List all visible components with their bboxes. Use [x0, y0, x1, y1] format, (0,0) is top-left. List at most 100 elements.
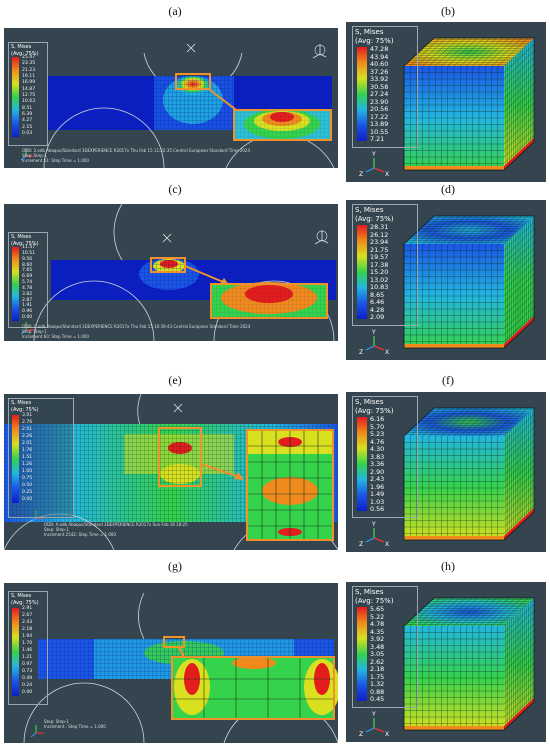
legend-b-subtitle: (Avg: 75%) — [355, 37, 394, 45]
legend-c: S, Mises (Avg: 75%) 11.47 10.51 9.56 8.60 7.… — [8, 232, 48, 328]
footer-line: Step: Step-1 — [22, 329, 47, 334]
legend-value: 0.25 — [22, 490, 33, 495]
legend-value: 6.39 — [22, 112, 33, 117]
legend-value: 3.48 — [370, 642, 385, 651]
legend-value: 4.76 — [370, 437, 385, 446]
legend-value: 2.76 — [22, 420, 33, 425]
legend-value: 0.03 — [22, 131, 33, 136]
legend-value: 0.97 — [22, 662, 33, 667]
legend-value: 2.09 — [370, 313, 385, 321]
legend-a-colorbar — [12, 57, 19, 137]
legend-value: 7.65 — [22, 268, 33, 274]
legend-e-colorbar — [12, 415, 19, 503]
footer-line: Increment : Step Time = 1.000 — [44, 724, 106, 729]
axis-x-label: X — [385, 731, 389, 738]
legend-value: 3.83 — [370, 452, 385, 461]
legend-value: 30.58 — [370, 82, 389, 91]
panel-g-viewport[interactable]: S, Mises (Avg: 75%) 2.91 2.67 2.43 2.18 1.94… — [4, 583, 338, 743]
cube-mesh — [404, 407, 535, 540]
legend-a: S, Mises (Avg: 75%) 25.47 23.35 21.23 19.11… — [8, 42, 48, 146]
panel-e-viewport[interactable]: S, Mises (Avg: 75%) 3.01 2.76 2.51 2.26 2.01… — [4, 394, 338, 550]
cube-bottom-band-side — [504, 316, 534, 348]
panel-e-graphics — [4, 394, 338, 550]
panel-label-e: (e) — [168, 373, 182, 387]
panel-h-viewport[interactable]: Y X Z S, Mises (Avg: 75%) 5.65 5.22 4.78 4.35… — [346, 582, 546, 742]
cube-bottom-band-side — [504, 138, 534, 170]
legend-value: 8.51 — [22, 105, 33, 111]
cube-outline — [403, 37, 535, 171]
legend-value: 5.70 — [370, 422, 385, 431]
panel-a-graphics — [20, 43, 335, 168]
axis-z-label: Z — [359, 731, 363, 738]
cube-mesh — [404, 37, 535, 170]
footer-line: Step: Step-1 — [44, 527, 69, 532]
legend-c-title: S, Mises — [11, 234, 32, 240]
legend-g-values: 2.91 2.67 2.43 2.18 1.94 1.70 1.46 1.21 0.97 0.73… — [22, 606, 46, 697]
footer-line: ODB: 2.odb Abaqus/Standard 3DEXPERIENCE … — [22, 148, 251, 153]
legend-b-colorbar — [357, 47, 367, 141]
legend-value: 0.45 — [370, 695, 385, 703]
footer-line: Step: Step-1 — [22, 153, 47, 158]
legend-value: 6.46 — [370, 298, 385, 306]
axis-x-label: X — [385, 541, 389, 548]
legend-value: 19.11 — [22, 74, 36, 79]
axis-y-label: Y — [371, 711, 376, 718]
legend-g-title: S, Mises — [11, 593, 32, 599]
legend-value: 5.65 — [370, 605, 385, 613]
legend-value: 17.22 — [370, 112, 389, 121]
cube-f-graphics: Y X Z — [359, 407, 535, 548]
legend-value: 1.94 — [22, 634, 33, 639]
legend-value: 25.47 — [22, 55, 36, 60]
legend-value: 5.74 — [22, 280, 33, 285]
legend-value: 1.00 — [22, 469, 33, 474]
axis-z-line — [365, 345, 375, 351]
legend-value: 33.92 — [370, 75, 389, 83]
footer-line: Step: Step-1 — [44, 719, 69, 724]
legend-g-subtitle: (Avg: 75%) — [11, 600, 39, 606]
legend-value: 23.94 — [370, 238, 389, 246]
legend-value: 1.32 — [370, 680, 385, 688]
panel-label-a: (a) — [168, 4, 182, 18]
legend-value: 23.90 — [370, 97, 389, 106]
legend-a-title: S, Mises — [11, 44, 32, 50]
legend-value: 3.82 — [22, 291, 33, 297]
legend-value: 6.69 — [22, 274, 33, 280]
legend-value: 3.36 — [370, 460, 385, 468]
legend-a-subtitle: (Avg: 75%) — [11, 51, 39, 57]
legend-value: 1.75 — [370, 672, 385, 681]
legend-f-subtitle: (Avg: 75%) — [355, 407, 394, 415]
cube-bottom-band-side — [504, 508, 534, 540]
cube-bottom-band-side — [504, 698, 534, 730]
axis-z-line — [365, 167, 375, 173]
panel-a-viewport[interactable]: S, Mises (Avg: 75%) 25.47 23.35 21.23 19.11… — [4, 28, 338, 168]
panel-f-viewport[interactable]: Y X Z S, Mises (Avg: 75%) 6.16 5.70 5.23 4.76… — [346, 392, 546, 552]
legend-value: 13.89 — [370, 120, 389, 128]
panel-c-viewport[interactable]: S, Mises (Avg: 75%) 11.47 10.51 9.56 8.60 7.… — [4, 204, 338, 341]
cube-bottom-band — [404, 726, 504, 730]
legend-h-subtitle: (Avg: 75%) — [355, 597, 394, 605]
legend-h-values: 5.65 5.22 4.78 4.35 3.92 3.48 3.05 2.62 2.18 1.75… — [370, 605, 410, 703]
legend-value: 10.51 — [22, 250, 36, 256]
legend-e-title: S, Mises — [11, 400, 32, 406]
cube-outline — [403, 597, 535, 731]
footer-c: ODB: C.odb Abaqus/Standard 3DEXPERIENCE … — [22, 324, 250, 339]
legend-value: 1.03 — [370, 497, 385, 506]
legend-value: 0.88 — [370, 687, 385, 696]
cube-body — [403, 215, 535, 349]
footer-line: Increment 2542: Step Time = 1.000 — [44, 532, 116, 537]
legend-c-values: 11.47 10.51 9.56 8.60 7.65 6.69 5.74 4.78 3.82 2.… — [22, 245, 46, 322]
cube-bottom-band — [404, 536, 504, 540]
legend-value: 2.26 — [22, 434, 33, 439]
cube-mesh — [404, 215, 535, 348]
panel-label-c: (c) — [168, 182, 182, 196]
footer-line: ODB: C.odb Abaqus/Standard 3DEXPERIENCE … — [22, 324, 251, 329]
legend-value: 2.51 — [22, 427, 33, 432]
legend-b-title: S, Mises — [355, 28, 384, 36]
axis-x-line — [373, 345, 385, 351]
legend-value: 3.01 — [22, 413, 33, 418]
footer-e: ODB: A.odb Abaqus/Standard 3DEXPERIENCE … — [44, 522, 188, 537]
legend-value: 16.99 — [22, 80, 36, 86]
legend-d-values: 28.31 26.12 23.94 21.75 19.57 17.38 15.20 13.02… — [370, 224, 410, 321]
